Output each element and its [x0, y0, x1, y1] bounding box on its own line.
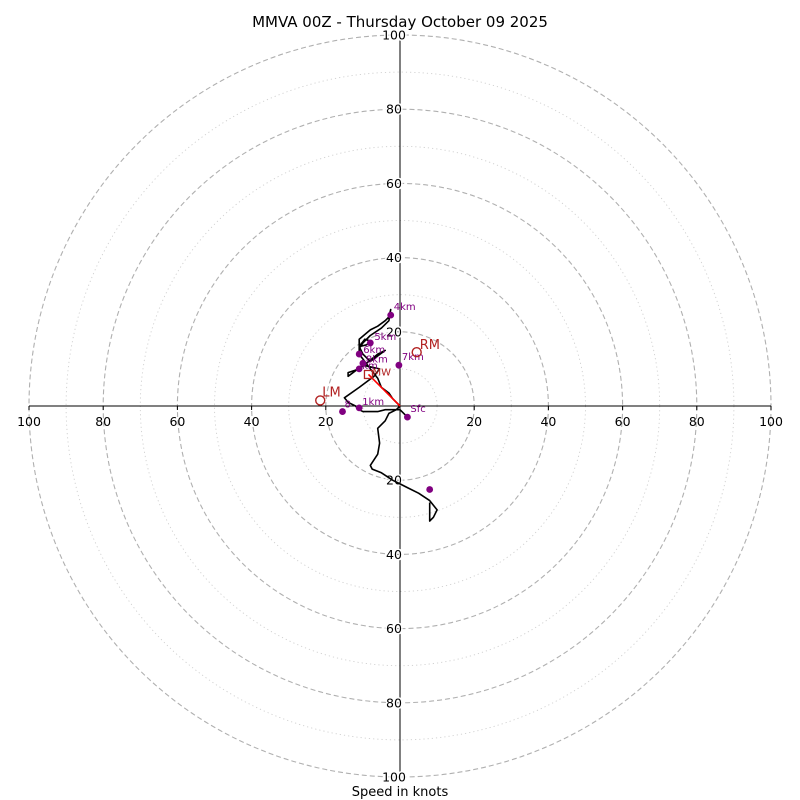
rm-label: RM [420, 338, 440, 353]
height-label-5km: 5km [374, 332, 396, 343]
x-tick-label: 20 [318, 414, 334, 429]
y-tick-label: 80 [386, 102, 402, 117]
height-point-4km [387, 311, 395, 319]
y-tick-label: 20 [386, 324, 402, 339]
height-label-6km: 6km [363, 345, 385, 356]
y-tick-label: 100 [382, 770, 406, 785]
x-tick-label: 80 [95, 414, 111, 429]
x-tick-label: 80 [689, 414, 705, 429]
storm-motion: RM LM MW [315, 338, 440, 406]
y-tick-label: 100 [382, 28, 406, 43]
height-point-6km [355, 350, 363, 358]
y-tick-label: 80 [386, 695, 402, 710]
rm-marker [411, 347, 422, 358]
axis-ticks: 100 80 60 40 20 20 40 60 80 100100806040202040608… [17, 26, 783, 786]
height-label-1km: 1km [362, 397, 384, 408]
x-tick-label: 40 [540, 414, 556, 429]
y-tick-label: 60 [386, 176, 402, 191]
x-axis-label: Speed in knots [352, 785, 449, 800]
mean-wind-vector [367, 373, 401, 407]
x-tick-label: 60 [615, 414, 631, 429]
height-label-Sfc: Sfc [410, 404, 425, 415]
mean-wind-label: MW [372, 367, 391, 378]
height-point-9km [355, 365, 363, 373]
height-point-Sfc [404, 413, 411, 421]
lm-label: LM [322, 385, 340, 400]
mean-wind-marker [363, 369, 374, 380]
height-label-10km: 8 [344, 400, 350, 411]
lm-marker [315, 395, 326, 406]
y-tick-label: 40 [386, 547, 402, 562]
hodograph-series [343, 308, 438, 522]
chart-title: MMVA 00Z - Thursday October 09 2025 [252, 13, 548, 31]
height-point-1km [355, 404, 363, 412]
y-tick-label: 60 [386, 621, 402, 636]
height-label-4km: 4km [394, 302, 416, 313]
height-point-7km [395, 361, 403, 369]
x-tick-label: 100 [759, 414, 783, 429]
height-label-7km: 7km [402, 352, 424, 363]
hodograph-trace [343, 308, 438, 522]
height-point-8km [359, 359, 367, 367]
x-tick-label: 100 [17, 414, 41, 429]
height-point-12km [426, 486, 434, 493]
height-point-10km [339, 408, 346, 415]
x-tick-label: 40 [244, 414, 260, 429]
y-tick-label: 40 [386, 250, 402, 265]
x-tick-label: 20 [466, 414, 482, 429]
x-tick-label: 60 [169, 414, 185, 429]
height-label-8km: 8km [366, 354, 388, 365]
height-label-9km: km [362, 361, 378, 372]
height-point-5km [366, 339, 374, 347]
